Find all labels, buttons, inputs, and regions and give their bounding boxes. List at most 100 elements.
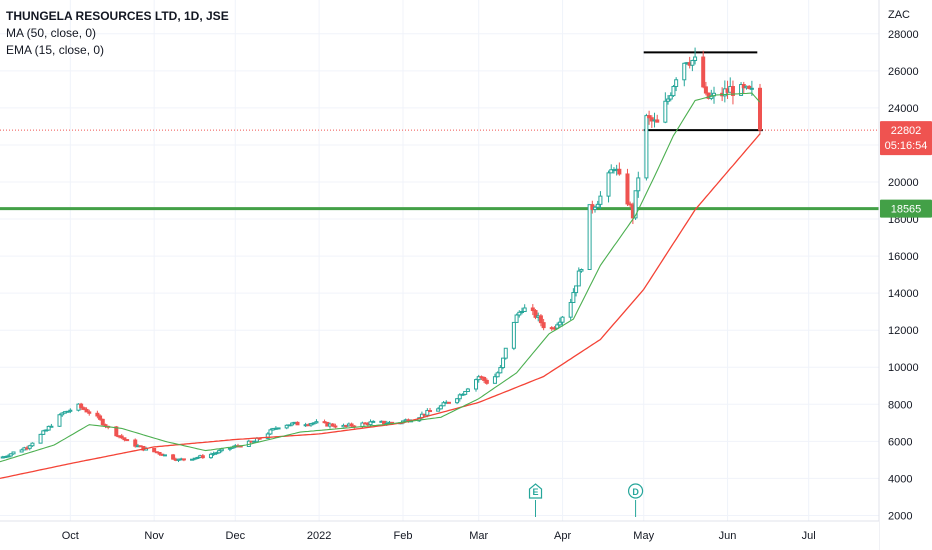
candle (60, 412, 65, 417)
candle (157, 451, 162, 456)
candle (8, 453, 13, 458)
candle-body (8, 453, 13, 457)
candle (43, 429, 48, 432)
candle-body (438, 405, 443, 410)
candle-body (455, 398, 460, 404)
candle (125, 438, 130, 442)
candle (474, 378, 479, 392)
candle-body (593, 206, 598, 210)
candles-layer (0, 47, 762, 463)
candle-body (474, 379, 479, 390)
y-tick-6000: 6000 (888, 436, 912, 448)
candle-body (41, 430, 46, 435)
candle-body (157, 451, 162, 455)
candle-body (655, 119, 660, 123)
candle-body (633, 190, 638, 219)
candle (636, 171, 641, 198)
candle-body (511, 321, 516, 349)
symbol-title[interactable]: THUNGELA RESOURCES LTD, 1D, JSE (6, 9, 229, 23)
candle (655, 114, 660, 123)
candle-body (95, 412, 100, 417)
candle-body (498, 367, 503, 374)
candle-body (162, 454, 167, 457)
candle (574, 285, 579, 297)
candle-body (503, 347, 508, 359)
event-marker-D: D (627, 483, 644, 517)
candle (349, 422, 354, 428)
candle-body (446, 401, 451, 404)
candle-body (38, 433, 43, 444)
candle-body (181, 458, 186, 461)
candle (287, 424, 292, 427)
ema-legend-item[interactable]: EMA (15, close, 0) (6, 43, 105, 57)
candle-body (65, 410, 70, 413)
x-tick-Oct: Oct (62, 530, 79, 542)
candle (68, 408, 73, 414)
candle-body (663, 100, 668, 123)
candle-body (46, 425, 51, 431)
ma-legend-item[interactable]: MA (50, close, 0) (6, 26, 97, 40)
candle (208, 452, 213, 459)
candle (663, 92, 668, 124)
candle (522, 304, 527, 313)
candle (587, 204, 592, 271)
x-tick-Nov: Nov (144, 530, 164, 542)
candle-body (27, 445, 32, 449)
candle-body (482, 376, 487, 381)
candle-body (492, 376, 497, 384)
candle (625, 168, 630, 207)
candle-body (133, 439, 138, 447)
candle (517, 310, 522, 318)
candle-body (441, 402, 446, 407)
candle-body (517, 311, 522, 316)
last-price-value: 22802 (891, 125, 922, 137)
candle (568, 298, 573, 321)
candle (284, 424, 289, 430)
last-price-badge (880, 121, 932, 156)
candle-body (425, 410, 430, 416)
y-tick-28000: 28000 (888, 29, 919, 41)
candle-body (311, 422, 316, 425)
candle (98, 414, 103, 421)
candle (371, 420, 376, 423)
candle (330, 423, 335, 427)
candle (693, 47, 698, 65)
candle-body (87, 411, 92, 414)
event-marker-E: E (528, 483, 543, 517)
candle-body (587, 204, 592, 271)
candle-body (749, 87, 754, 90)
candle (49, 423, 54, 428)
candle (38, 433, 43, 444)
candle (465, 387, 470, 392)
candle (46, 425, 51, 431)
candle-body (219, 448, 224, 452)
price-badges: 22802 05:16:54 18565 (880, 121, 932, 218)
candle (333, 423, 338, 429)
candle (441, 400, 446, 407)
candle-body (693, 56, 698, 61)
candle (268, 428, 273, 435)
candle (560, 316, 565, 327)
y-tick-24000: 24000 (888, 103, 919, 115)
candle-body (560, 316, 565, 323)
candle-body (571, 292, 576, 304)
x-tick-Dec: Dec (226, 530, 246, 542)
candle (457, 393, 462, 402)
candle-body (122, 437, 127, 441)
candle (666, 95, 671, 105)
candle-body (595, 203, 600, 208)
candle (503, 347, 508, 360)
candle-body (330, 423, 335, 427)
candle (79, 402, 84, 411)
candle-body (371, 420, 376, 423)
candle-body (579, 269, 584, 272)
candle-body (647, 115, 652, 119)
candle-body (57, 414, 62, 427)
candle (671, 84, 676, 97)
bar-countdown: 05:16:54 (885, 140, 928, 152)
candle (11, 451, 16, 455)
candle (514, 313, 519, 323)
candle (428, 407, 433, 413)
candle (276, 427, 281, 430)
